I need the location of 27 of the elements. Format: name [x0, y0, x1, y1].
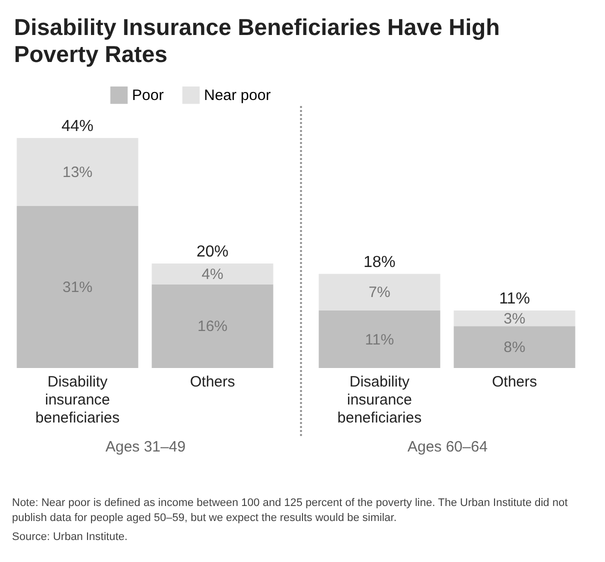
data-label: 8% [504, 339, 526, 356]
bar [16, 138, 138, 206]
total-label: 11% [499, 290, 530, 308]
total-label: 18% [363, 254, 396, 271]
bar [152, 284, 274, 368]
bar [16, 206, 138, 368]
legend-label: Near poor [204, 87, 271, 104]
source-note: Source: Urban Institute. [12, 530, 129, 545]
x-tick-label: Disability insurance beneficiaries [35, 374, 120, 426]
data-label: 7% [368, 284, 390, 302]
chart-title: Disability Insurance Beneficiaries Have High Poverty Rates [14, 14, 501, 68]
x-axis-title: Ages 31–49 [105, 438, 186, 456]
data-label: 11% [365, 331, 394, 348]
x-tick-label: Others [492, 374, 538, 390]
total-label: 20% [196, 243, 229, 260]
data-label: 13% [62, 164, 93, 181]
data-label: 4% [202, 266, 224, 283]
legend-label: Poor [132, 87, 164, 104]
data-label: 31% [62, 278, 93, 296]
bar [152, 263, 274, 284]
total-label: 44% [61, 118, 94, 135]
data-label: 3% [504, 310, 526, 328]
x-tick-label: Disability insurance beneficiaries [337, 374, 422, 426]
data-label: 16% [197, 318, 228, 336]
x-tick-label: Others [190, 374, 236, 390]
text: Note: Near poor is defined as income between 100 and 125 percent of the poverty line. The Urban Institute did not publish data for people aged 50–59, but we expect the results would be similar. [12, 496, 569, 526]
x-axis-title: Ages 60–64 [407, 438, 488, 456]
